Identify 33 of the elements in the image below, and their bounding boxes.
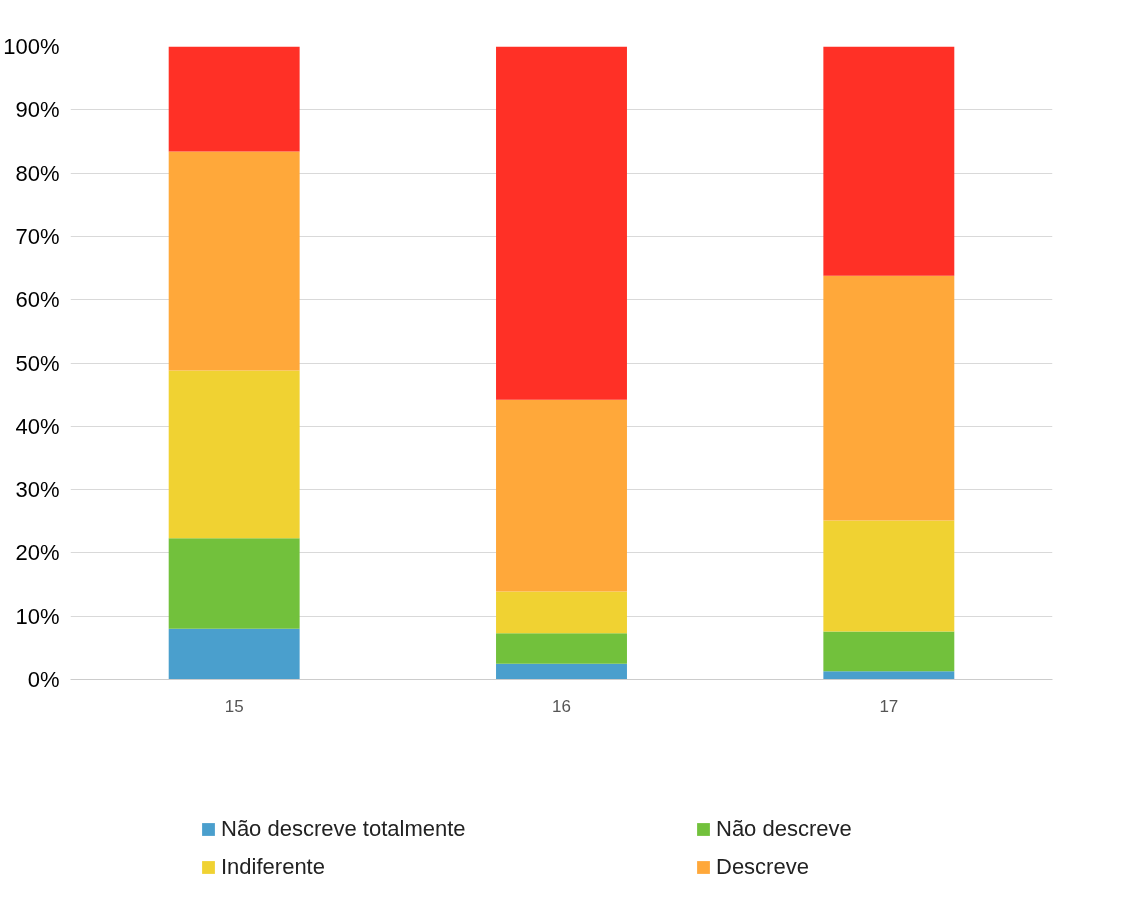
bar (823, 46, 955, 276)
bar (496, 46, 627, 400)
bar (823, 631, 955, 672)
y-tick-label: 40% (15, 413, 60, 439)
legend-label: Não descreve totalmente (221, 815, 467, 843)
legend-label: Não descreve (716, 815, 853, 843)
bar (496, 591, 627, 634)
bar (496, 633, 627, 664)
bar (496, 663, 627, 680)
y-tick-label: 0% (27, 667, 60, 692)
y-tick-label: 20% (15, 540, 60, 566)
legend-label: Indiferente (221, 853, 326, 881)
y-tick-label: 70% (15, 223, 60, 249)
bar (168, 151, 300, 371)
y-tick-label: 60% (15, 287, 60, 313)
bar (168, 46, 300, 152)
y-tick-label: 90% (15, 97, 60, 123)
bar (496, 399, 627, 592)
x-tick-label: 17 (879, 696, 899, 716)
x-tick-label: 15 (224, 696, 244, 716)
y-tick-label: 80% (15, 160, 60, 186)
bar (168, 628, 300, 680)
y-tick-label: 10% (15, 603, 60, 629)
y-tick-label: 30% (15, 477, 60, 503)
bar (168, 370, 300, 539)
bar (823, 275, 955, 521)
bar (823, 520, 955, 632)
x-tick-label: 16 (552, 696, 571, 716)
bar (823, 671, 955, 680)
y-tick-label: 100% (3, 34, 60, 59)
y-tick-label: 50% (15, 350, 60, 376)
bar (168, 538, 300, 629)
legend-label: Descreve (716, 853, 810, 881)
